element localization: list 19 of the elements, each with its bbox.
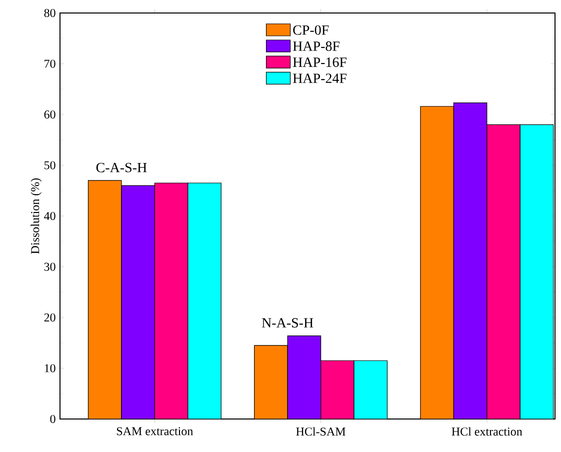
- legend-label: HAP-8F: [292, 41, 340, 51]
- legend-label: CP-0F: [293, 25, 329, 35]
- legend-label: HAP-16F: [292, 58, 347, 67]
- y-tick-label: 40: [44, 212, 56, 220]
- y-tick-label: 70: [44, 60, 56, 68]
- y-tick-label: 60: [44, 110, 56, 119]
- y-axis-title: Dissolution (%): [30, 178, 42, 254]
- y-tick-label: 20: [44, 313, 56, 322]
- y-tick-label: 80: [44, 8, 56, 18]
- y-tick-label: 10: [44, 364, 56, 372]
- y-tick-label: 30: [44, 262, 56, 271]
- annotation: N-A-S-H: [262, 318, 314, 328]
- x-tick-label: HCl-SAM: [296, 427, 346, 436]
- legend-label: HAP-24F: [292, 74, 347, 83]
- x-tick-label: HCl extraction: [452, 427, 522, 436]
- y-tick-label: 50: [44, 161, 56, 170]
- annotation: C-A-S-H: [96, 162, 147, 172]
- y-tick-label: 0: [50, 414, 56, 424]
- x-tick-label: SAM extraction: [116, 427, 193, 436]
